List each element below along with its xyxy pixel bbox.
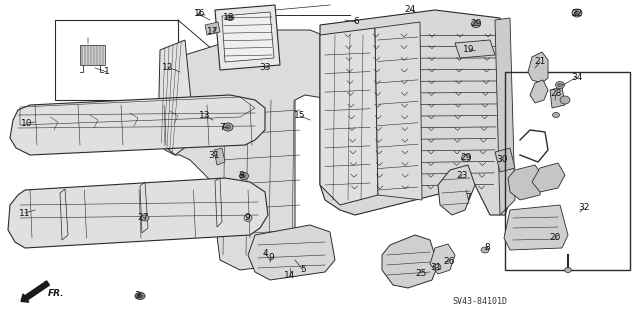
- Polygon shape: [214, 148, 225, 165]
- Text: 29: 29: [470, 19, 482, 28]
- Ellipse shape: [135, 293, 145, 300]
- Polygon shape: [495, 148, 515, 172]
- Text: 25: 25: [415, 269, 427, 278]
- Polygon shape: [375, 22, 422, 200]
- Text: 15: 15: [294, 112, 306, 121]
- Text: SV43-84101D: SV43-84101D: [452, 298, 508, 307]
- Ellipse shape: [552, 113, 559, 117]
- Text: 34: 34: [572, 72, 582, 81]
- Polygon shape: [550, 87, 565, 108]
- Polygon shape: [430, 244, 455, 274]
- Text: 4: 4: [262, 249, 268, 257]
- Ellipse shape: [433, 264, 441, 270]
- Ellipse shape: [239, 173, 248, 180]
- Polygon shape: [8, 178, 268, 248]
- Text: 31: 31: [430, 263, 442, 271]
- Ellipse shape: [575, 11, 579, 15]
- Text: 17: 17: [207, 27, 219, 36]
- Ellipse shape: [472, 20, 481, 27]
- Polygon shape: [10, 95, 265, 155]
- Ellipse shape: [226, 16, 234, 20]
- Text: 30: 30: [496, 155, 508, 165]
- Ellipse shape: [560, 96, 570, 104]
- Ellipse shape: [244, 214, 252, 221]
- Polygon shape: [248, 225, 335, 280]
- Ellipse shape: [461, 154, 470, 161]
- Polygon shape: [320, 28, 378, 205]
- Ellipse shape: [474, 23, 478, 26]
- Text: 16: 16: [195, 10, 205, 19]
- Polygon shape: [158, 40, 195, 155]
- Text: 24: 24: [404, 4, 415, 13]
- Text: 5: 5: [300, 265, 306, 275]
- Text: 7: 7: [219, 122, 225, 131]
- Text: 6: 6: [353, 18, 359, 26]
- Ellipse shape: [225, 125, 230, 129]
- Text: 3: 3: [134, 292, 140, 300]
- Text: 13: 13: [199, 112, 211, 121]
- Polygon shape: [160, 30, 340, 270]
- Ellipse shape: [572, 9, 582, 17]
- FancyArrow shape: [21, 281, 49, 302]
- Text: 18: 18: [223, 12, 235, 21]
- Polygon shape: [215, 5, 280, 70]
- Text: 27: 27: [138, 212, 148, 221]
- Ellipse shape: [223, 123, 233, 131]
- Text: 23: 23: [456, 170, 468, 180]
- Ellipse shape: [556, 81, 564, 88]
- Text: 9: 9: [268, 254, 274, 263]
- Text: 26: 26: [444, 256, 454, 265]
- Bar: [505, 72, 630, 270]
- Polygon shape: [205, 22, 220, 35]
- Polygon shape: [495, 18, 515, 215]
- Text: 8: 8: [484, 243, 490, 253]
- Text: 7: 7: [465, 194, 471, 203]
- Polygon shape: [528, 52, 548, 83]
- Polygon shape: [80, 45, 105, 65]
- Text: 21: 21: [534, 57, 546, 66]
- Ellipse shape: [138, 294, 143, 298]
- Ellipse shape: [564, 268, 572, 272]
- Text: 12: 12: [163, 63, 173, 71]
- Text: 29: 29: [460, 153, 472, 162]
- Polygon shape: [320, 10, 510, 215]
- Polygon shape: [530, 80, 548, 103]
- Polygon shape: [508, 165, 542, 200]
- Text: 33: 33: [259, 63, 271, 71]
- Text: 28: 28: [550, 90, 562, 99]
- Ellipse shape: [242, 174, 246, 177]
- Text: 32: 32: [579, 204, 589, 212]
- Polygon shape: [222, 12, 274, 62]
- Text: 11: 11: [19, 209, 31, 218]
- Text: 9: 9: [244, 213, 250, 222]
- Polygon shape: [455, 40, 495, 58]
- Bar: [55, 20, 178, 100]
- Text: 1: 1: [104, 68, 110, 77]
- Text: 14: 14: [284, 271, 296, 279]
- Text: 31: 31: [208, 152, 220, 160]
- Text: 8: 8: [238, 170, 244, 180]
- Text: 2: 2: [195, 10, 201, 19]
- Ellipse shape: [481, 247, 489, 253]
- Text: FR.: FR.: [48, 288, 65, 298]
- Polygon shape: [532, 163, 565, 192]
- Polygon shape: [438, 165, 475, 215]
- Polygon shape: [382, 235, 438, 288]
- Ellipse shape: [141, 215, 149, 221]
- Text: 22: 22: [572, 9, 582, 18]
- Text: 20: 20: [549, 234, 561, 242]
- Ellipse shape: [557, 84, 563, 86]
- Text: 10: 10: [21, 118, 33, 128]
- Text: 19: 19: [463, 46, 475, 55]
- Polygon shape: [504, 205, 568, 250]
